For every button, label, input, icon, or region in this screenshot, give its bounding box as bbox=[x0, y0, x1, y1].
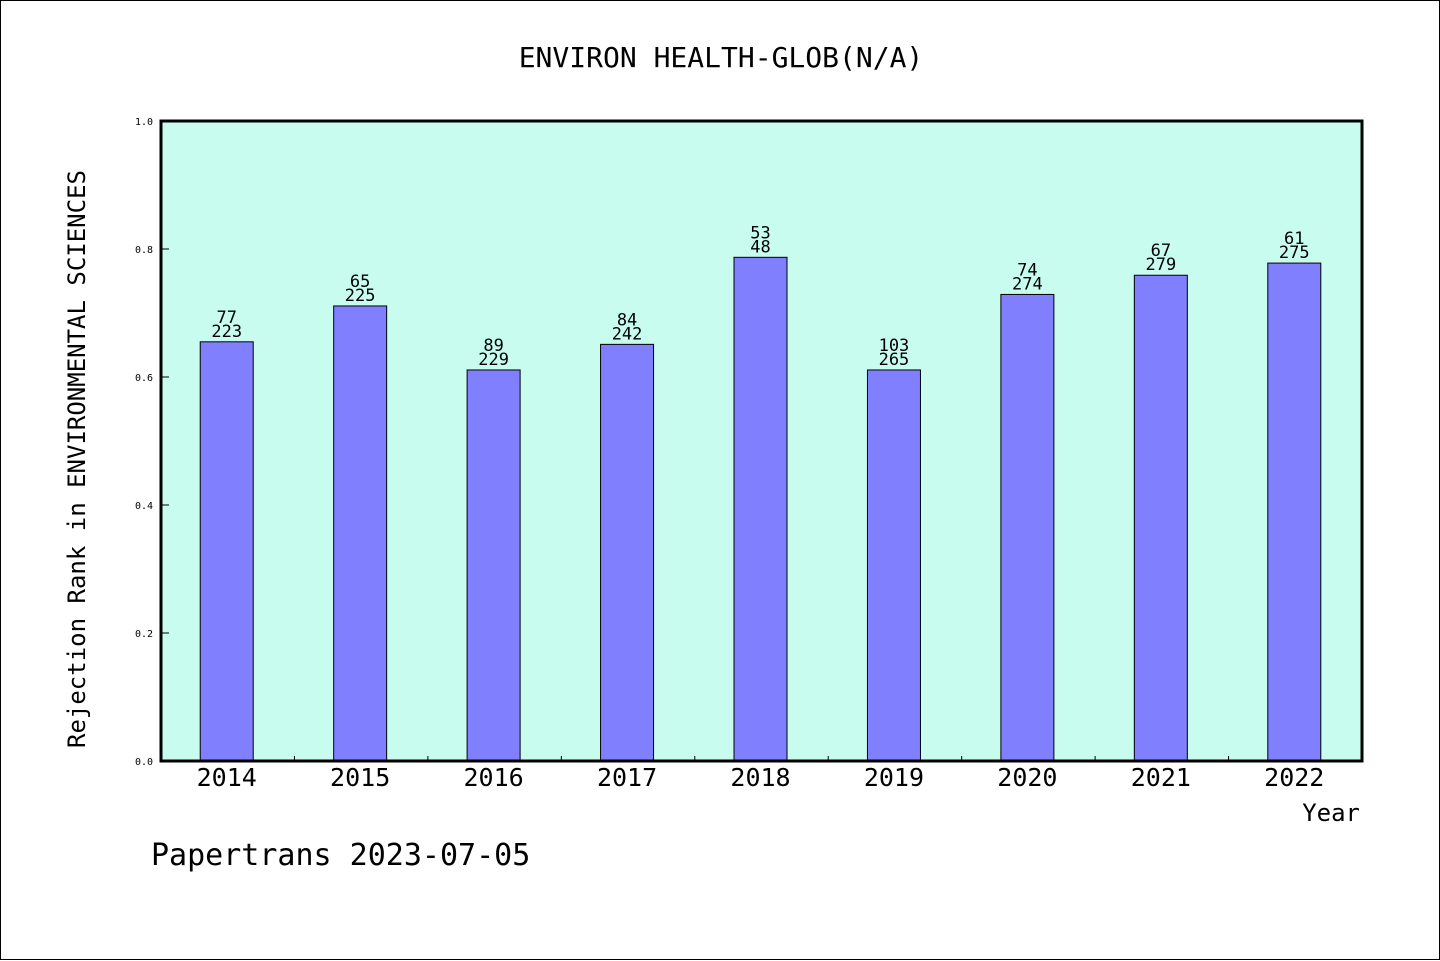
footer-text: Papertrans 2023-07-05 bbox=[151, 838, 530, 873]
bar-rank-label: 65 bbox=[350, 272, 370, 292]
bar-rank-label: 53 bbox=[750, 223, 770, 243]
bar-total-label: 274 bbox=[1012, 274, 1043, 294]
bar-2014 bbox=[199, 341, 254, 762]
bar-2017 bbox=[600, 343, 655, 762]
bar-2022 bbox=[1267, 262, 1322, 762]
bar-2016 bbox=[466, 369, 521, 762]
y-tick-label: 1.0 bbox=[135, 117, 153, 128]
x-tick-label: 2018 bbox=[730, 763, 790, 792]
x-tick-label: 2014 bbox=[197, 763, 257, 792]
y-tick-label: 0.0 bbox=[135, 757, 153, 768]
bar-rank-label: 84 bbox=[617, 310, 637, 330]
bar-rank-label: 61 bbox=[1284, 229, 1304, 249]
y-tick-label: 0.4 bbox=[135, 501, 153, 512]
x-tick-label: 2017 bbox=[597, 763, 657, 792]
y-axis-label: Rejection Rank in ENVIRONMENTAL SCIENCES bbox=[63, 170, 91, 748]
bar-total-label: 229 bbox=[478, 350, 509, 370]
plot-frame bbox=[159, 119, 1364, 763]
x-tick-label: 2021 bbox=[1131, 763, 1191, 792]
bar-rank-label: 103 bbox=[879, 336, 910, 356]
x-tick-label: 2019 bbox=[864, 763, 924, 792]
bar-rank-label: 77 bbox=[216, 308, 236, 328]
bar-total-label: 279 bbox=[1145, 255, 1176, 275]
bar-rank-label: 74 bbox=[1017, 260, 1037, 280]
x-tick-label: 2020 bbox=[997, 763, 1057, 792]
chart-title: ENVIRON HEALTH-GLOB(N/A) bbox=[519, 41, 924, 74]
bar-total-label: 48 bbox=[750, 237, 770, 257]
bar-2021 bbox=[1133, 274, 1188, 762]
bar-total-label: 265 bbox=[879, 350, 910, 370]
bar-total-label: 225 bbox=[345, 286, 376, 306]
bar-total-label: 275 bbox=[1279, 243, 1310, 263]
x-tick-label: 2016 bbox=[464, 763, 524, 792]
bar-total-label: 223 bbox=[211, 322, 242, 342]
bar-rank-label: 67 bbox=[1151, 241, 1171, 261]
x-axis-label: Year bbox=[1302, 799, 1360, 827]
bar-2020 bbox=[1000, 293, 1055, 762]
bar-2019 bbox=[866, 369, 921, 762]
x-tick-label: 2022 bbox=[1264, 763, 1324, 792]
y-tick-label: 0.6 bbox=[135, 373, 153, 384]
x-tick-label: 2015 bbox=[330, 763, 390, 792]
bar-total-label: 242 bbox=[612, 324, 643, 344]
y-tick-label: 0.2 bbox=[135, 629, 153, 640]
x-axis: 2014 2015 2016 2017 2018 2019 2020 2021 2022 bbox=[197, 756, 1324, 792]
bar-rank-label: 89 bbox=[483, 336, 503, 356]
bar-2015 bbox=[333, 305, 388, 762]
y-tick-label: 0.8 bbox=[135, 245, 153, 256]
bar-2018 bbox=[733, 256, 788, 762]
